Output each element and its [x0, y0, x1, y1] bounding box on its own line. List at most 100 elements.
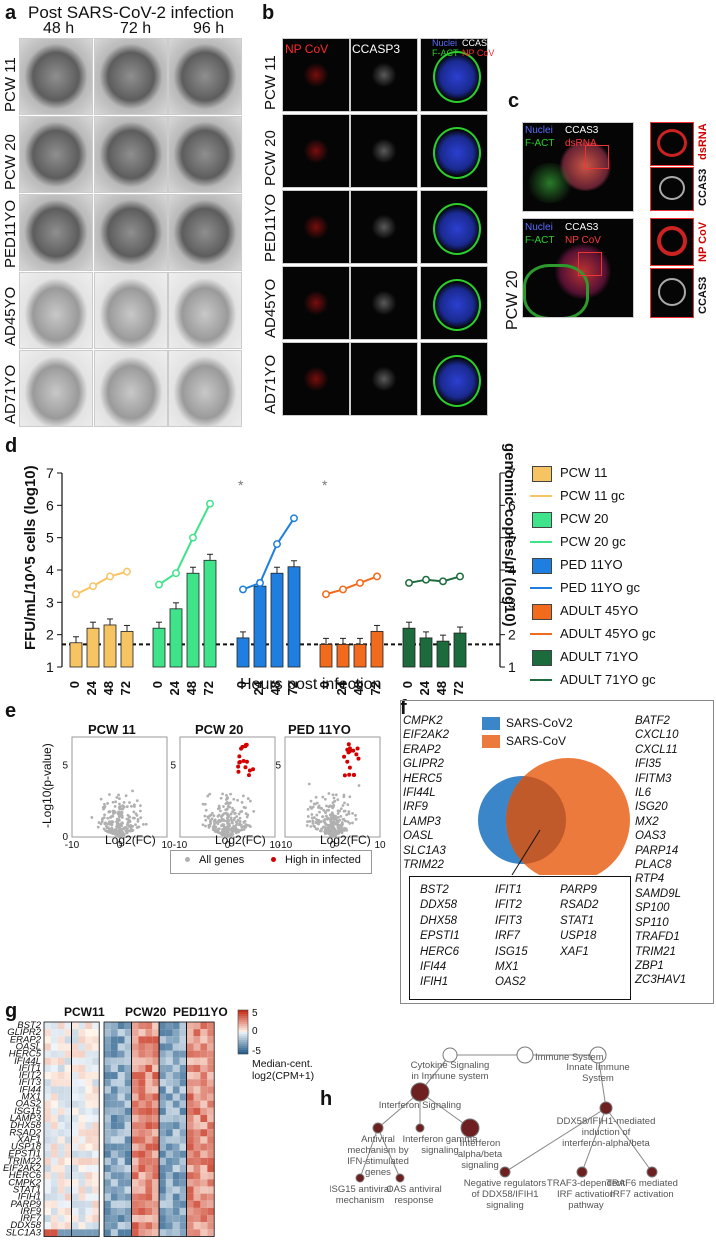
g-cell: [57, 1193, 65, 1201]
g-cell: [131, 1086, 139, 1094]
e-point: [326, 826, 330, 830]
b-np-label: NP CoV: [285, 42, 329, 56]
g-cell: [78, 1165, 86, 1173]
g-cell: [71, 1165, 79, 1173]
g-cell: [78, 1122, 86, 1130]
g-cell: [200, 1086, 208, 1094]
e-point: [248, 799, 252, 803]
g-gene-label: SLC1A3: [6, 1227, 42, 1238]
e-point: [343, 819, 347, 823]
g-cell: [165, 1157, 173, 1165]
g-cell: [104, 1165, 111, 1173]
d-bar: [419, 637, 433, 668]
d-bar: [436, 640, 450, 668]
e-point: [316, 806, 320, 809]
g-cell: [152, 1157, 160, 1165]
d-gc-point: [239, 585, 247, 594]
e-point: [341, 804, 345, 807]
g-cell: [44, 1072, 51, 1080]
g-cell: [44, 1165, 51, 1173]
e-point: [213, 822, 216, 826]
e-point: [237, 812, 241, 816]
g-cell: [200, 1229, 208, 1237]
g-cell: [64, 1100, 72, 1108]
d-gc-point: [72, 590, 80, 599]
e-point: [327, 792, 331, 795]
g-cell: [71, 1222, 79, 1230]
g-xlabel: Inf.: [135, 1242, 150, 1243]
g-cell: [193, 1100, 201, 1108]
g-cell: [44, 1050, 51, 1058]
g-cell: [131, 1093, 139, 1101]
d-gc-point: [290, 514, 298, 523]
e-point: [312, 802, 316, 806]
g-cell: [71, 1172, 79, 1180]
e-ytick: 0: [62, 832, 68, 843]
e-point: [236, 798, 239, 802]
g-cell: [159, 1165, 166, 1173]
e-point: [216, 830, 220, 834]
g-cell: [207, 1072, 215, 1080]
g-cell: [172, 1222, 180, 1230]
d-xtick-label: 24: [334, 680, 349, 695]
g-cell: [50, 1114, 58, 1123]
g-cell: [44, 1172, 51, 1180]
g-cell: [145, 1100, 153, 1108]
e-point: [125, 817, 129, 821]
g-cell: [92, 1064, 100, 1073]
g-cell: [57, 1036, 65, 1044]
g-cell: [92, 1222, 100, 1230]
d-right-tick-label: 3: [508, 594, 516, 610]
d-xtick-label: 48: [434, 681, 449, 695]
g-colorbar-label: Median-cent. log2(CPM+1): [252, 1058, 315, 1082]
e-point: [318, 810, 321, 814]
h-label-line: genes: [365, 1167, 391, 1178]
h-edge: [581, 1107, 607, 1173]
e-point: [115, 833, 119, 837]
g-cell: [57, 1072, 65, 1080]
g-cell: [159, 1043, 166, 1051]
g-cell: [44, 1222, 51, 1230]
h-label-line: TRAF6 mediated: [606, 1178, 678, 1189]
h-label-line: pathway: [568, 1200, 604, 1211]
g-cell: [138, 1050, 146, 1058]
g-cell: [186, 1150, 194, 1158]
g-cell: [110, 1122, 118, 1130]
e-point: [307, 782, 311, 786]
g-cell: [172, 1172, 180, 1180]
e-point: [333, 827, 336, 831]
gene-label: BATF2: [635, 715, 670, 727]
g-cell: [138, 1172, 146, 1180]
e-point: [314, 821, 318, 824]
g-cell: [71, 1100, 79, 1108]
g-cell: [179, 1200, 187, 1208]
e-point: [102, 807, 105, 811]
g-cell: [64, 1022, 72, 1030]
g-cell: [179, 1072, 187, 1080]
d-legend-swatch-line: [530, 541, 552, 543]
g-cell: [179, 1093, 187, 1101]
g-cell: [85, 1043, 93, 1051]
e-point: [125, 831, 129, 835]
g-cell: [172, 1029, 180, 1037]
g-cell: [165, 1114, 173, 1123]
h-node: [576, 1166, 588, 1178]
e-point: [340, 821, 344, 824]
e-point: [221, 792, 225, 796]
g-cell: [186, 1143, 194, 1151]
e-point: [97, 821, 101, 824]
g-cell: [110, 1107, 118, 1115]
g-colorbar-segment: [238, 1024, 248, 1027]
organoid-signal: [303, 215, 329, 239]
g-cell: [193, 1172, 201, 1180]
g-cell: [186, 1207, 194, 1216]
g-cell: [78, 1093, 86, 1101]
d-legend-label: PCW 11 gc: [560, 488, 625, 503]
g-cell: [57, 1179, 65, 1187]
g-cell: [159, 1050, 166, 1058]
g-cell: [117, 1100, 125, 1108]
g-cell: [200, 1193, 208, 1201]
h-label-line: mechanism by: [347, 1145, 408, 1156]
g-gene-label: STAT1: [13, 1184, 41, 1195]
e-point: [127, 825, 131, 828]
